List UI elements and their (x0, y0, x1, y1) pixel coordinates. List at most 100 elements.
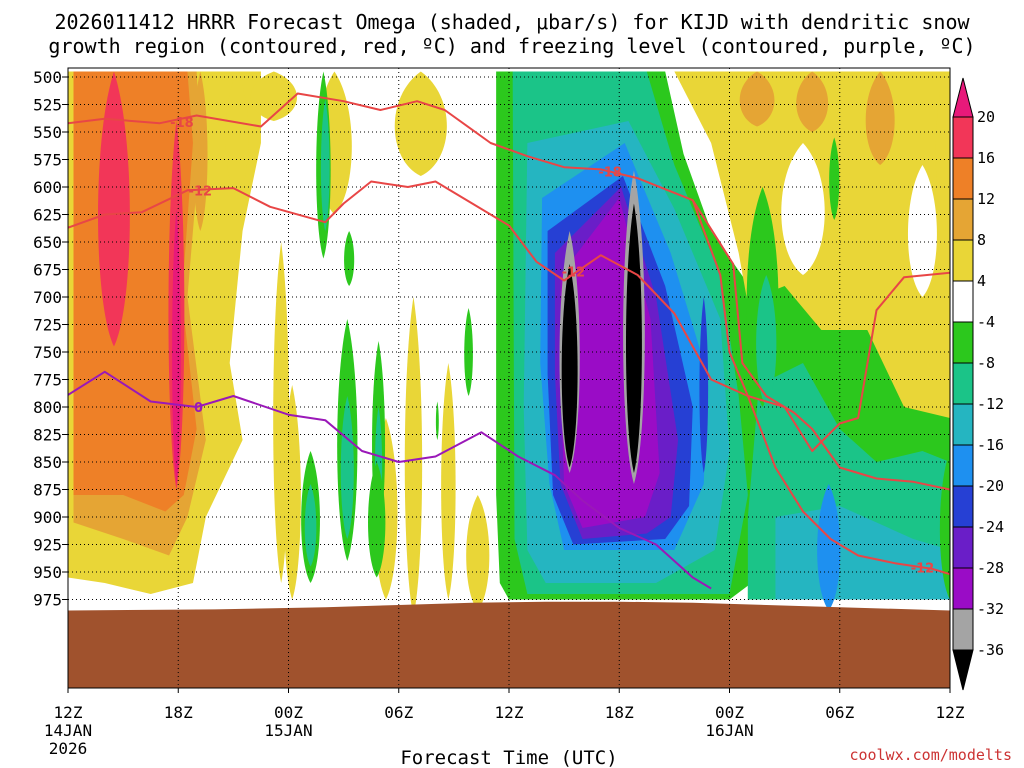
colorbar-bottom-arrow (952, 649, 974, 691)
colorbar-bin (952, 485, 974, 528)
contour-line (691, 199, 950, 576)
y-tick-label: 575 (33, 151, 62, 170)
y-tick-label: 875 (33, 481, 62, 500)
colorbar-label: -8 (977, 354, 995, 372)
y-tick-label: 925 (33, 536, 62, 555)
contour-line (68, 92, 950, 491)
omega-region-right-orange (739, 71, 775, 127)
colorbar-label: -28 (977, 559, 1004, 577)
omega-region-green-streak (320, 99, 330, 231)
y-tick-label: 900 (33, 508, 62, 527)
omega-shading (68, 71, 950, 616)
colorbar-label: 16 (977, 149, 995, 167)
colorbar-bin (952, 280, 974, 323)
omega-region-left-max-core (172, 209, 181, 484)
y-tick-label: 725 (33, 316, 62, 335)
omega-region-right-seagreen-streak (756, 275, 777, 407)
x-axis-title: Forecast Time (UTC) (400, 747, 617, 768)
contour-labels: -18 -12 -18 -12 0 -12 (170, 116, 935, 577)
y-tick-label: 825 (33, 426, 62, 445)
x-tick-label: 18Z (164, 703, 193, 722)
omega-region-streak (225, 71, 249, 198)
colorbar-bin (952, 567, 974, 610)
colorbar-label: -32 (977, 600, 1004, 618)
y-tick-label: 600 (33, 178, 62, 197)
y-tick-label: 850 (33, 453, 62, 472)
y-tick-label: 550 (33, 123, 62, 142)
colorbar-bin (952, 157, 974, 200)
y-tick-label: 950 (33, 563, 62, 582)
contour-label: 0 (194, 401, 203, 416)
omega-region-streak (250, 71, 297, 121)
y-tick-label: 700 (33, 288, 62, 307)
colorbar-label: -12 (977, 395, 1004, 413)
colorbar-bin (952, 239, 974, 282)
colorbar-label: -36 (977, 641, 1004, 659)
y-tick-label: 500 (33, 68, 62, 87)
colorbar-bin (952, 198, 974, 241)
omega-region-green-streak (344, 231, 355, 286)
colorbar: 20 16 12 8 4 -4 -8 -12 -16 -20 -24 -28 -32 -36 (952, 77, 1004, 691)
y-tick-label: 625 (33, 206, 62, 225)
x-tick-label: 00Z (715, 703, 744, 722)
y-tick-label: 525 (33, 96, 62, 115)
y-tick-label: 750 (33, 343, 62, 362)
colorbar-top-arrow (952, 77, 974, 118)
omega-region-main-black-left (561, 264, 578, 468)
omega-region-right-yellow-edge (935, 71, 950, 231)
x-tick-date: 16JAN (705, 721, 753, 740)
omega-region-streak (466, 495, 490, 611)
contour-line (68, 370, 712, 590)
temperature-contours (68, 92, 950, 590)
colorbar-label: 8 (977, 231, 986, 249)
colorbar-label: -20 (977, 477, 1004, 495)
colorbar-bin (952, 321, 974, 364)
y-tick-label: 650 (33, 233, 62, 252)
colorbar-label: 20 (977, 108, 995, 126)
x-tick-label: 12Z (495, 703, 524, 722)
colorbar-label: -4 (977, 313, 995, 331)
x-tick-label: 12Z (54, 703, 83, 722)
contour-line (68, 180, 950, 452)
contour-label: -12 (189, 184, 213, 199)
omega-region-streak (394, 71, 447, 176)
omega-region-left-orange-upper (193, 71, 208, 231)
colorbar-bin (952, 116, 974, 159)
contour-label: -12 (911, 562, 935, 577)
y-tick-label: 675 (33, 261, 62, 280)
y-tick-label: 775 (33, 371, 62, 390)
x-tick-label: 12Z (936, 703, 965, 722)
x-tick-label: 06Z (384, 703, 413, 722)
contour-label: -18 (598, 166, 622, 181)
colorbar-bin (952, 362, 974, 405)
omega-region-streak (404, 297, 423, 616)
chart-title-line2: growth region (contoured, red, ºC) and f… (48, 34, 975, 58)
contour-label: -18 (170, 116, 194, 131)
y-tick-label: 800 (33, 398, 62, 417)
x-tick-label: 06Z (825, 703, 854, 722)
colorbar-bin (952, 403, 974, 446)
omega-region-left-red-core (98, 71, 130, 347)
omega-region-green-streak (340, 396, 354, 539)
omega-region-right-white (907, 165, 937, 297)
credit-text: coolwx.com/modelts (849, 746, 1012, 764)
omega-region-right-green-dot (829, 137, 840, 220)
contour-label: -12 (562, 266, 586, 281)
colorbar-bin (952, 444, 974, 487)
y-tick-label: 975 (33, 591, 62, 610)
colorbar-label: -16 (977, 436, 1004, 454)
omega-region-right-lightblue (817, 484, 841, 611)
y-axis-pressure-labels: 500 525 550 575 600 625 650 675 700 725 750 775 800 8… (33, 68, 68, 610)
omega-region-streak (441, 363, 456, 600)
colorbar-bin (952, 526, 974, 569)
omega-region-main-blue-streak (699, 297, 709, 473)
x-tick-year: 2026 (49, 739, 88, 758)
x-tick-label: 18Z (605, 703, 634, 722)
omega-region-green-streak (304, 484, 317, 567)
x-tick-label: 00Z (274, 703, 303, 722)
chart-title-line1: 2026011412 HRRR Forecast Omega (shaded, … (54, 10, 970, 34)
omega-region-right-orange (865, 71, 895, 165)
omega-region-right-orange (796, 71, 829, 132)
